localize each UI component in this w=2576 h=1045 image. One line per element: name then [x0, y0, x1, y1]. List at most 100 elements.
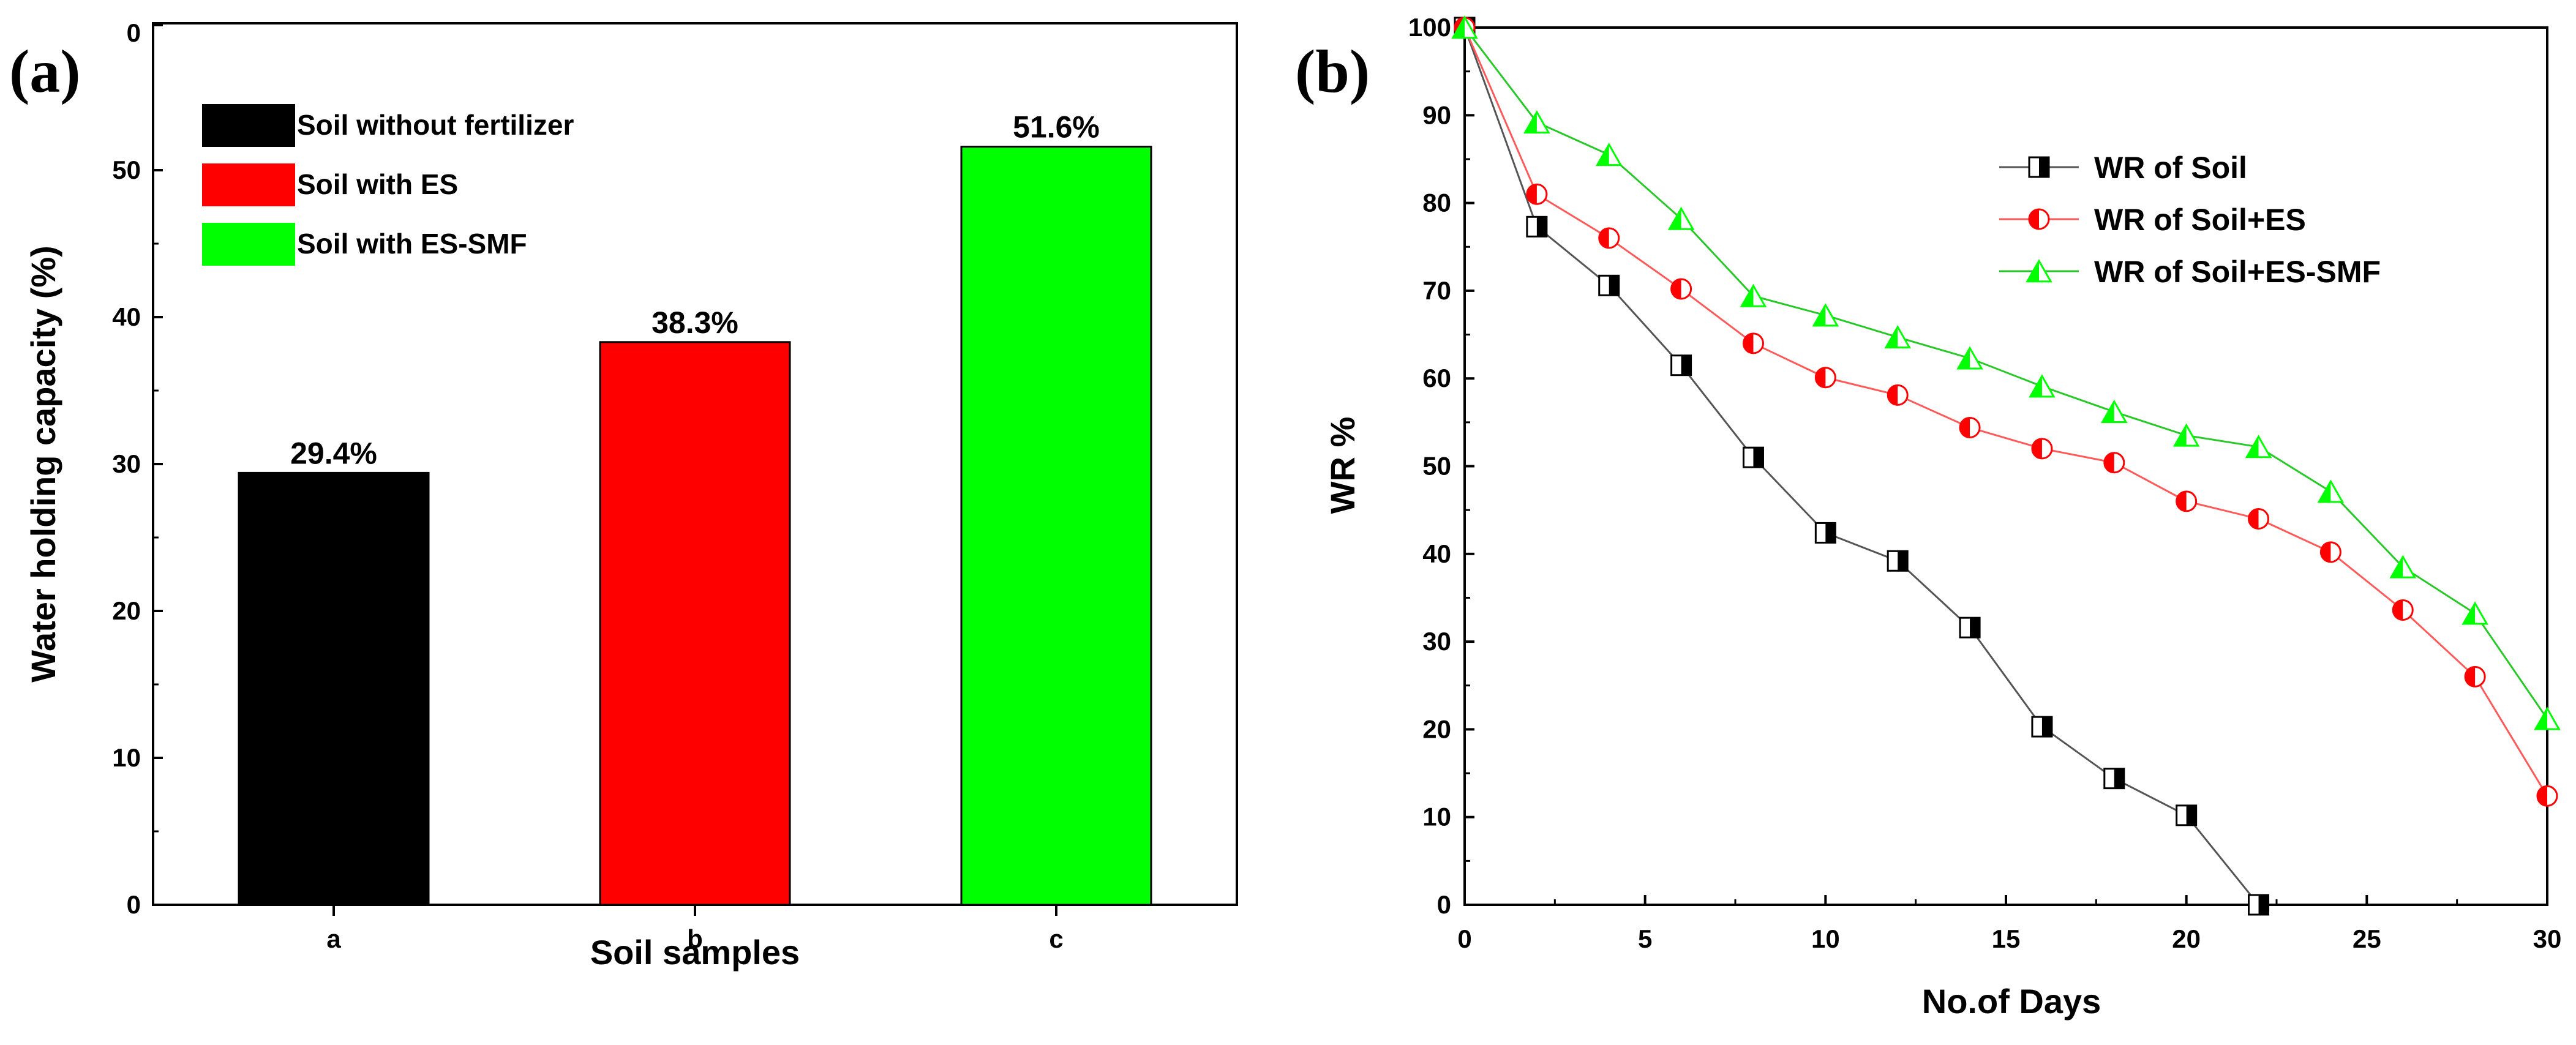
data-point: [1814, 522, 1836, 544]
data-point: [1670, 354, 1692, 376]
marker-fill: [2537, 786, 2547, 806]
legend-marker: [2026, 259, 2052, 283]
bar-value-label: 38.3%: [652, 305, 738, 340]
data-point: [2464, 665, 2486, 687]
bar-b: [599, 341, 791, 906]
marker-fill: [2391, 556, 2403, 578]
panel-b-plot-frame: [1463, 26, 2548, 906]
marker-fill: [1825, 523, 1836, 543]
bar-c: [960, 146, 1152, 906]
bar-a: [238, 471, 430, 906]
marker-fill: [1970, 618, 1980, 638]
data-point: [2031, 716, 2053, 738]
data-point: [1742, 446, 1764, 468]
marker-fill: [2104, 452, 2114, 473]
data-point: [2245, 435, 2272, 459]
marker-fill: [1609, 275, 1619, 296]
data-point: [2319, 541, 2341, 563]
marker-fill: [2029, 209, 2039, 229]
data-point: [1451, 15, 1478, 39]
marker-fill: [2248, 509, 2259, 529]
marker-fill: [1958, 348, 1970, 369]
marker-fill: [2027, 261, 2039, 282]
panel-b-series: [1451, 15, 2561, 916]
data-point: [2176, 804, 2198, 826]
data-point: [2029, 374, 2056, 398]
series-line-square: [1463, 27, 2259, 905]
data-point: [1742, 332, 1764, 354]
panel-a-bar-chart: (a) 0 10 20 30 40 50 0 a b c 29.4% 38.3% 51.6% Soi…: [9, 18, 1238, 972]
x-tick-label: c: [1049, 924, 1063, 953]
y-tick-label: 20: [112, 596, 141, 625]
y-tick-label: 40: [1422, 539, 1451, 568]
y-tick-label: 0: [127, 890, 141, 919]
marker-fill: [2258, 895, 2269, 915]
panel-a-y-axis-title: Water holding capacity (%): [24, 245, 62, 683]
marker-fill: [2032, 438, 2042, 459]
marker-fill: [1898, 551, 1908, 571]
y-tick-label: 60: [1422, 364, 1451, 392]
data-point: [1598, 227, 1620, 249]
y-tick-label: 30: [1422, 627, 1451, 656]
data-point: [2248, 508, 2270, 530]
data-point: [1884, 325, 1911, 349]
data-point: [2392, 599, 2414, 621]
panel-a-x-ticks: a b c: [326, 905, 1064, 953]
marker-fill: [1526, 184, 1537, 204]
data-point: [1598, 274, 1620, 296]
series-line-circle: [1463, 27, 2548, 797]
data-point: [1523, 110, 1550, 134]
data-point: [1740, 283, 1767, 307]
legend-entry-label: Soil with ES-SMF: [297, 228, 527, 260]
x-tick-label: 5: [1638, 924, 1652, 953]
x-tick-label: 30: [2533, 924, 2562, 953]
y-tick-label: 50: [1422, 452, 1451, 481]
marker-fill: [1743, 333, 1754, 353]
marker-fill: [1681, 355, 1691, 375]
panel-b-label: (b): [1295, 37, 1370, 105]
marker-fill: [2041, 717, 2052, 737]
panel-b-y-ticks: 0 10 20 30 40 50 60 70 80 90 100: [1408, 13, 1474, 919]
panel-a-bars: 29.4% 38.3% 51.6%: [238, 110, 1152, 906]
data-point: [1887, 384, 1909, 406]
marker-fill: [1886, 327, 1898, 348]
legend-swatch: [202, 104, 295, 147]
marker-fill: [1741, 285, 1754, 307]
marker-fill: [1525, 111, 1537, 133]
data-point: [1595, 142, 1623, 167]
data-point: [1670, 278, 1692, 300]
y-tick-label: 10: [1422, 803, 1451, 831]
y-tick-label: 40: [112, 302, 141, 331]
marker-fill: [1536, 217, 1547, 237]
legend-entry-label: WR of Soil+ES: [2094, 203, 2306, 237]
legend-swatch: [202, 163, 295, 206]
x-tick-label: 10: [1811, 924, 1840, 953]
data-point: [2536, 785, 2558, 807]
x-tick-label: b: [687, 924, 703, 953]
data-point: [2172, 423, 2200, 447]
legend-entry-label: Soil with ES: [297, 168, 458, 200]
data-point: [2248, 894, 2270, 916]
y-tick-label: 80: [1422, 189, 1451, 217]
y-tick-label: 10: [112, 743, 141, 772]
panel-a-y-ticks: 0 10 20 30 40 50 0: [112, 18, 163, 919]
y-tick-label: 30: [112, 449, 141, 478]
legend-marker: [2028, 156, 2050, 178]
data-point: [2461, 601, 2488, 625]
marker-fill: [1753, 448, 1763, 468]
data-point: [1959, 616, 1981, 639]
data-point: [1887, 550, 1909, 572]
x-tick-label: 0: [1457, 924, 1471, 953]
legend-entry-label: WR of Soil: [2094, 151, 2247, 185]
marker-fill: [2319, 481, 2331, 502]
marker-fill: [1452, 17, 1465, 38]
panel-b-x-ticks: 0 5 10 15 20 25 30: [1457, 895, 2561, 953]
series-line-triangle: [1463, 27, 2548, 720]
data-point: [2389, 555, 2417, 579]
marker-fill: [1816, 367, 1826, 388]
panel-a-legend: Soil without fertilizer Soil with ES Soil …: [202, 104, 574, 266]
marker-fill: [2535, 708, 2547, 730]
marker-fill: [2039, 157, 2049, 177]
